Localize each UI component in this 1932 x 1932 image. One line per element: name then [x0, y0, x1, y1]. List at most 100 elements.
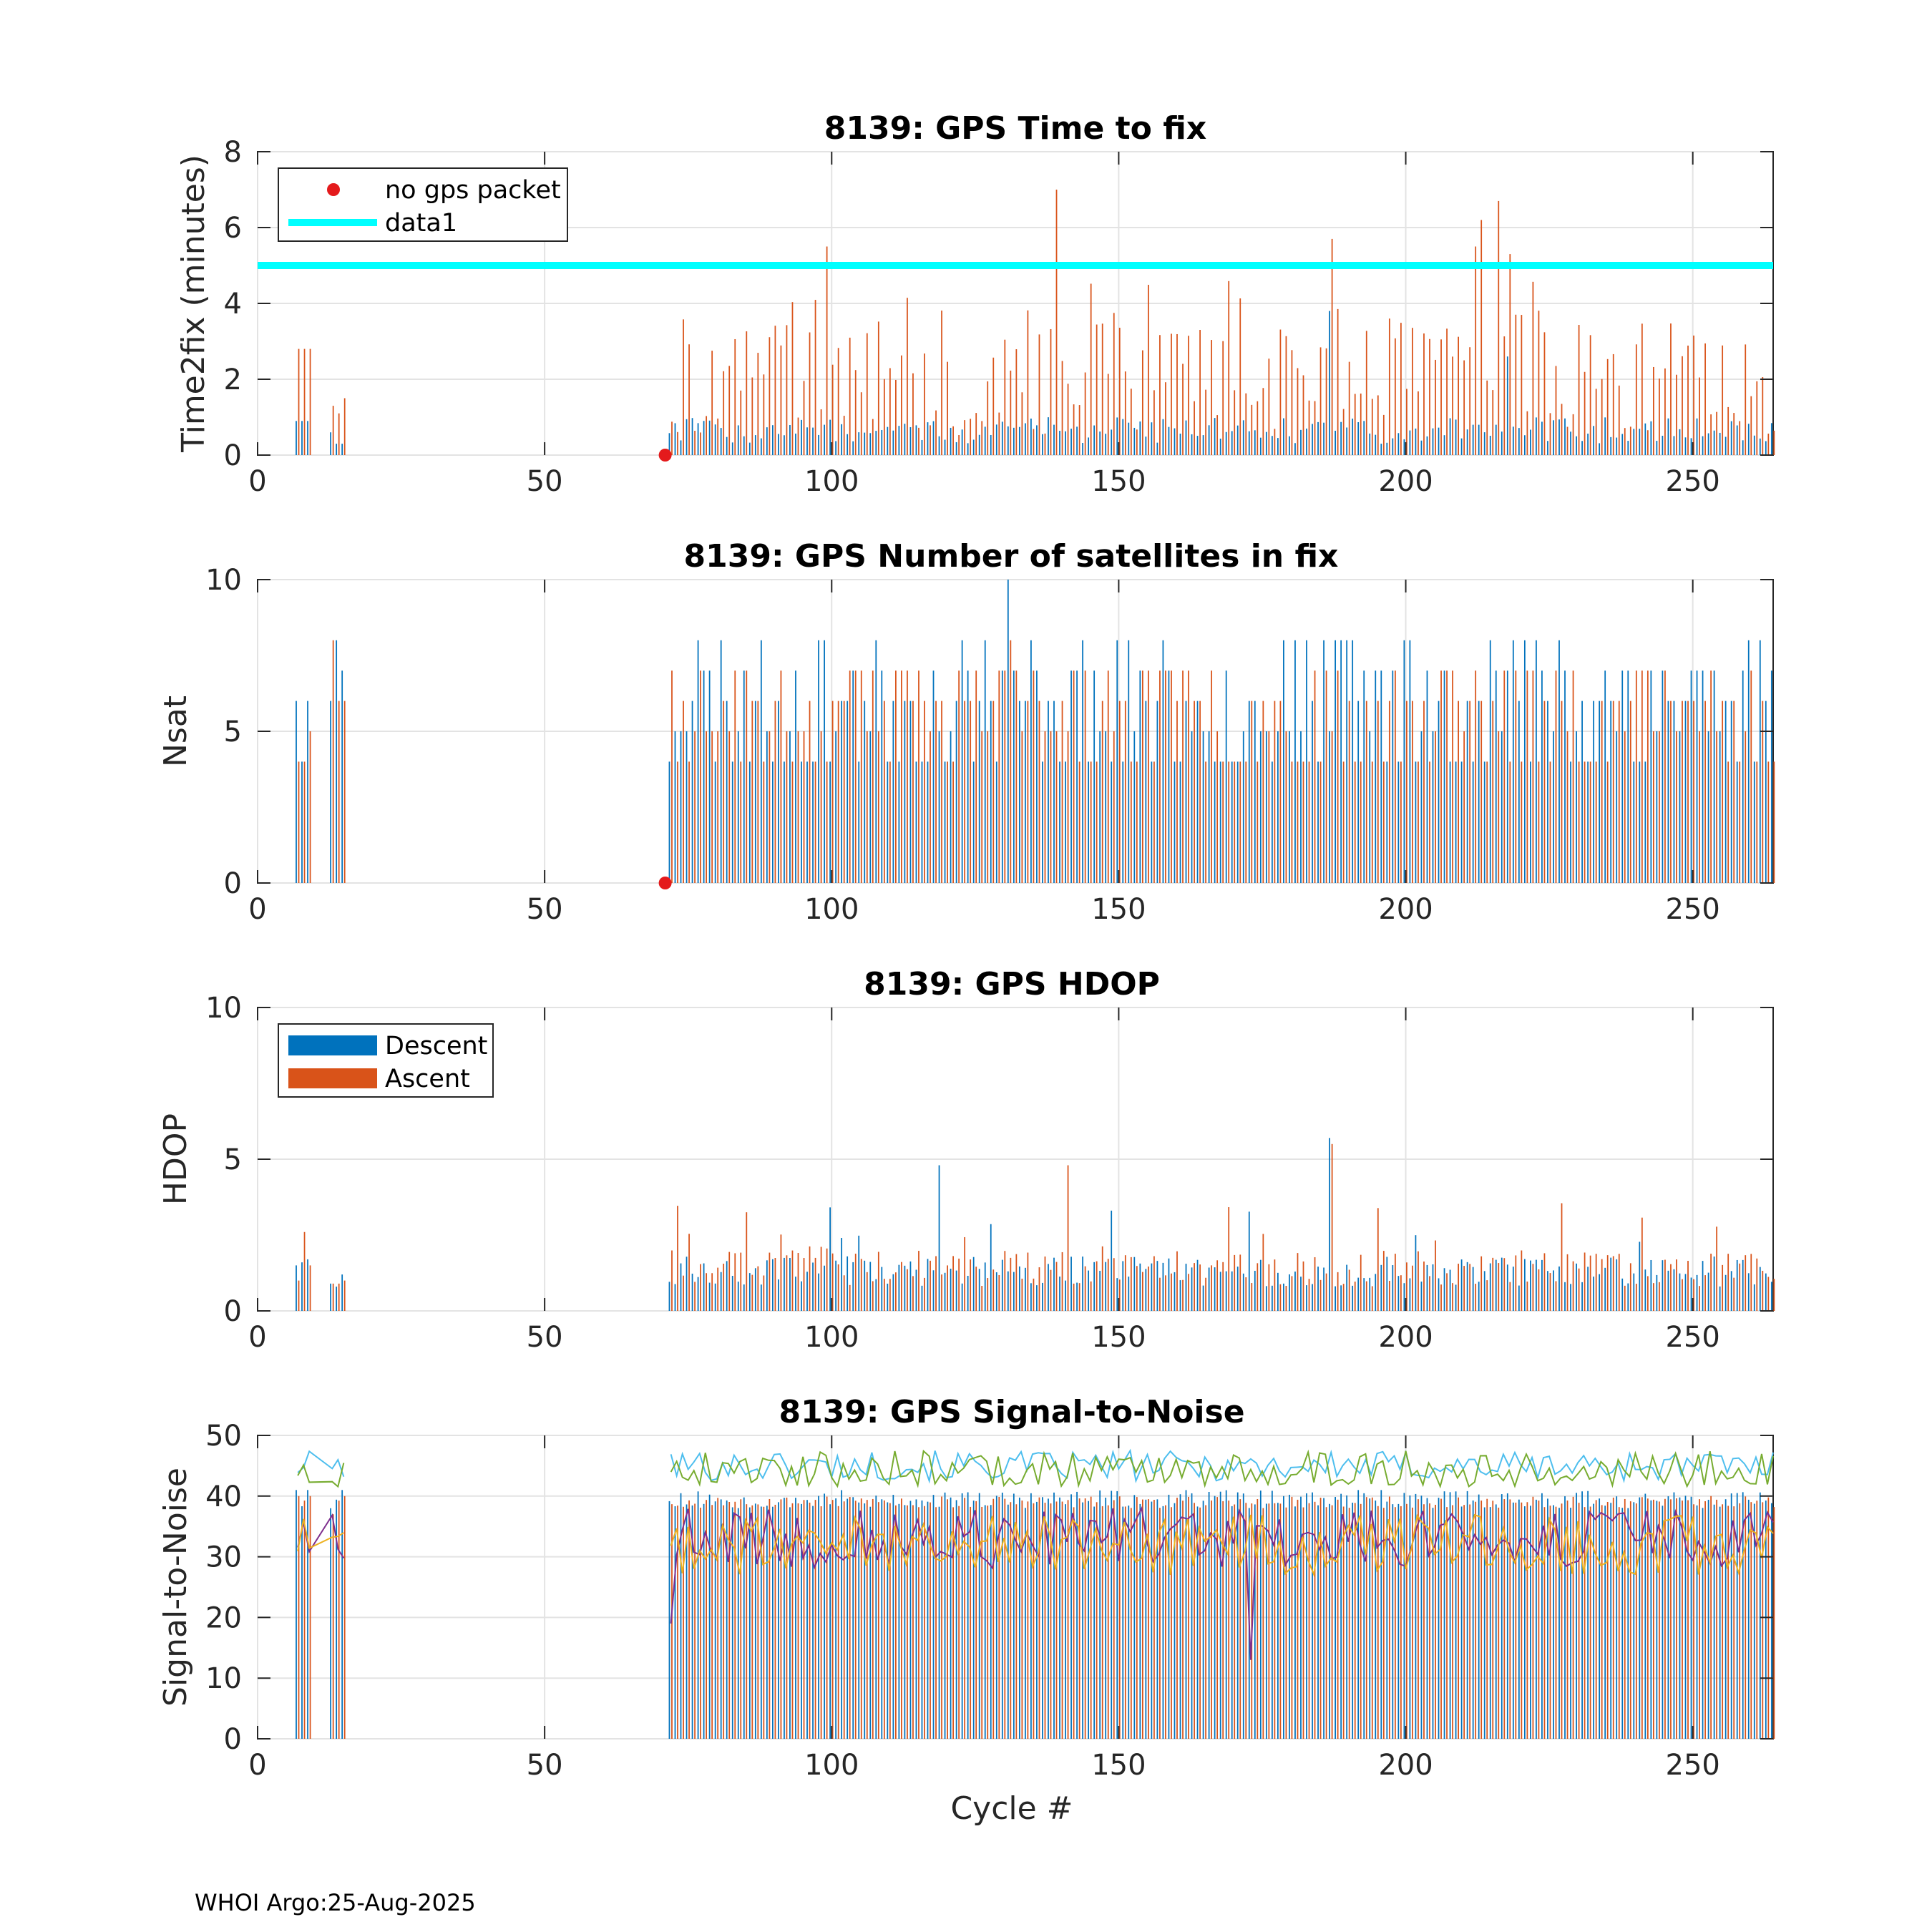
- descent-bar: [1547, 701, 1548, 883]
- descent-bar: [818, 434, 819, 455]
- ascent-bar: [1435, 359, 1436, 455]
- ascent-bar: [711, 1505, 713, 1739]
- descent-bar: [1294, 640, 1296, 883]
- ascent-bar: [746, 670, 748, 883]
- descent-bar: [1082, 1502, 1083, 1739]
- descent-bar: [1346, 427, 1348, 455]
- ascent-bar: [1773, 1279, 1775, 1311]
- descent-bar: [760, 1284, 762, 1311]
- ascent-bar: [1762, 1270, 1764, 1311]
- ascent-bar: [1722, 345, 1724, 455]
- descent-bar: [795, 670, 796, 883]
- descent-bar: [1581, 1491, 1583, 1739]
- ascent-bar: [746, 331, 748, 455]
- descent-bar: [1312, 701, 1313, 883]
- descent-bar: [1541, 421, 1543, 455]
- descent-bar: [680, 1493, 682, 1739]
- ascent-bar: [1756, 761, 1758, 883]
- descent-bar: [714, 1283, 716, 1311]
- descent-bar: [307, 1490, 308, 1739]
- descent-bar: [1380, 1264, 1382, 1311]
- ascent-bar: [1601, 379, 1603, 455]
- descent-bar: [869, 1506, 872, 1739]
- ascent-bar: [677, 1506, 678, 1739]
- y-tick-label: 10: [205, 564, 242, 597]
- ascent-bar: [1377, 1208, 1379, 1311]
- ascent-bar: [343, 1496, 346, 1739]
- descent-bar: [1627, 1508, 1629, 1739]
- ascent-bar: [992, 1269, 995, 1311]
- ascent-bar: [1239, 1499, 1241, 1739]
- ascent-bar: [826, 246, 828, 455]
- ascent-bar: [1124, 371, 1126, 455]
- ascent-bar: [1618, 1507, 1620, 1739]
- descent-bar: [1174, 1503, 1176, 1739]
- descent-bar: [972, 439, 975, 455]
- descent-bar: [1472, 1500, 1474, 1739]
- ascent-bar: [877, 1252, 879, 1311]
- ascent-bar: [1171, 1273, 1172, 1311]
- ascent-bar: [1601, 1259, 1603, 1311]
- descent-bar: [296, 1490, 297, 1739]
- descent-bar: [784, 761, 785, 883]
- ascent-bar: [1699, 1286, 1700, 1311]
- descent-bar: [824, 1493, 825, 1739]
- ascent-bar: [717, 1498, 719, 1739]
- descent-bar: [1753, 435, 1755, 455]
- ascent-bar: [958, 1258, 960, 1311]
- descent-bar: [984, 426, 986, 455]
- x-tick-label: 50: [527, 1321, 563, 1354]
- descent-bar: [938, 1165, 940, 1311]
- descent-bar: [1059, 1497, 1060, 1739]
- descent-bar: [1684, 701, 1687, 883]
- descent-bar: [1289, 436, 1290, 455]
- ascent-bar: [964, 420, 966, 455]
- ascent-bar: [1722, 701, 1724, 883]
- ascent-bar: [1331, 1143, 1333, 1311]
- descent-bar: [1599, 443, 1601, 455]
- descent-bar: [801, 1281, 802, 1311]
- ascent-bar: [1021, 1501, 1023, 1739]
- ascent-bar: [1458, 336, 1459, 455]
- ascent-bar: [1745, 344, 1747, 455]
- descent-bar: [1265, 431, 1267, 455]
- descent-bar: [1329, 1138, 1330, 1311]
- descent-bar: [1018, 426, 1020, 455]
- descent-bar: [1466, 701, 1468, 883]
- descent-bar: [1352, 640, 1354, 883]
- ascent-bar: [1521, 1250, 1523, 1311]
- descent-bar: [1478, 424, 1480, 455]
- ascent-bar: [1015, 349, 1018, 455]
- descent-bar: [852, 441, 854, 455]
- descent-bar: [789, 1257, 791, 1311]
- descent-bar: [766, 1506, 768, 1739]
- ascent-bar: [797, 1503, 799, 1739]
- ascent-bar: [964, 1498, 966, 1739]
- descent-bar: [1621, 434, 1624, 455]
- descent-bar: [1312, 1492, 1313, 1739]
- descent-bar: [1007, 426, 1009, 455]
- ascent-bar: [797, 731, 799, 883]
- ascent-bar: [717, 418, 719, 455]
- ascent-bar: [1050, 731, 1052, 883]
- descent-bar: [1001, 421, 1003, 455]
- descent-bar: [1386, 761, 1388, 883]
- ascent-bar: [1515, 1502, 1517, 1739]
- ascent-bar: [1228, 1207, 1230, 1311]
- ascent-bar: [1274, 701, 1276, 883]
- descent-bar: [1202, 731, 1204, 883]
- ascent-bar: [734, 1253, 736, 1311]
- ascent-bar: [1107, 670, 1109, 883]
- descent-bar: [1283, 640, 1284, 883]
- ascent-bar: [1646, 1276, 1649, 1311]
- descent-bar: [1271, 761, 1273, 883]
- descent-bar: [1018, 1266, 1020, 1311]
- descent-bar: [1650, 670, 1652, 883]
- ascent-bar: [1750, 1502, 1752, 1739]
- ascent-bar: [1371, 1286, 1373, 1311]
- ascent-bar: [751, 377, 753, 455]
- ascent-bar: [1188, 1496, 1189, 1739]
- descent-bar: [1323, 1498, 1324, 1739]
- ascent-bar: [1027, 1252, 1029, 1311]
- descent-bar: [1202, 1501, 1204, 1739]
